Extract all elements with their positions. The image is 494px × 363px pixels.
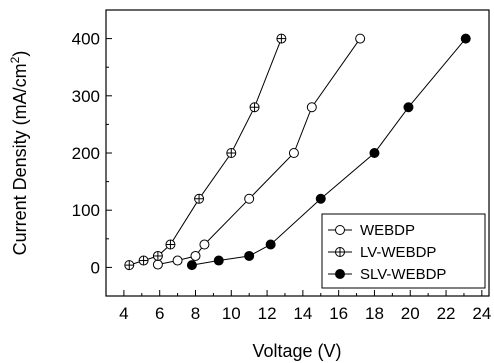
data-point-webdp [152,259,163,270]
x-tick-label: 18 [365,304,384,323]
legend-marker [335,247,345,257]
legend: WEBDP LV-WEBDP SLV-WEBDP [321,213,486,289]
data-point-slv-webdp [403,102,414,113]
data-point-webdp [199,239,210,250]
data-point-lv-webdp [138,255,149,266]
y-tick-label: 200 [72,144,100,163]
legend-item-lv-webdp: LV-WEBDP [328,244,436,261]
data-point-webdp [244,193,255,204]
y-axis-title-superscript: 2 [8,56,22,63]
x-tick-label: 24 [472,304,491,323]
data-point-slv-webdp [186,260,197,271]
x-tick-label: 20 [401,304,420,323]
x-axis-title: Voltage (V) [252,341,341,361]
series-line-lv-webdp [129,38,282,266]
data-point-lv-webdp [194,193,205,204]
data-point-slv-webdp [460,33,471,44]
y-tick-label: 400 [72,30,100,49]
data-point-lv-webdp [276,33,287,44]
legend-item-slv-webdp: SLV-WEBDP [328,266,446,283]
series-points [124,33,471,271]
legend-marker [335,225,345,235]
legend-label: WEBDP [360,222,415,239]
data-point-slv-webdp [213,255,224,266]
data-point-slv-webdp [315,193,326,204]
legend-marker [335,269,345,279]
data-point-webdp [190,250,201,261]
x-tick-label: 8 [191,304,200,323]
y-axis-title-suffix: ) [10,51,30,57]
legend-label: SLV-WEBDP [360,266,446,283]
x-tick-label: 14 [293,304,312,323]
legend-box [321,213,486,289]
x-tick-label: 4 [119,304,128,323]
data-point-slv-webdp [369,148,380,158]
data-point-webdp [355,33,366,44]
axis-ticks: 4 6 8 10 12 14 16 18 20 22 24 0 100 200 300 400 [72,30,492,323]
data-point-webdp [306,102,317,113]
data-point-lv-webdp [249,102,260,113]
y-tick-label: 0 [91,258,100,277]
data-point-webdp [288,148,299,158]
data-point-slv-webdp [244,250,255,261]
data-point-lv-webdp [124,260,135,271]
data-point-lv-webdp [226,148,237,158]
legend-items: WEBDP LV-WEBDP SLV-WEBDP [328,222,446,283]
y-axis-title: Current Density (mA/cm2) [8,51,30,256]
data-point-lv-webdp [152,250,163,261]
y-axis-title-main: Current Density (mA/cm [10,63,30,255]
y-tick-label: 100 [72,201,100,220]
series-line-slv-webdp [191,38,467,266]
data-point-slv-webdp [265,239,276,250]
data-point-webdp [172,255,183,266]
x-tick-label: 22 [437,304,456,323]
x-tick-label: 16 [329,304,348,323]
x-tick-label: 6 [155,304,164,323]
legend-item-webdp: WEBDP [328,222,415,239]
x-tick-label: 10 [222,304,241,323]
x-tick-label: 12 [258,304,277,323]
y-tick-label: 300 [72,87,100,106]
data-point-lv-webdp [165,239,176,250]
legend-label: LV-WEBDP [360,244,436,261]
